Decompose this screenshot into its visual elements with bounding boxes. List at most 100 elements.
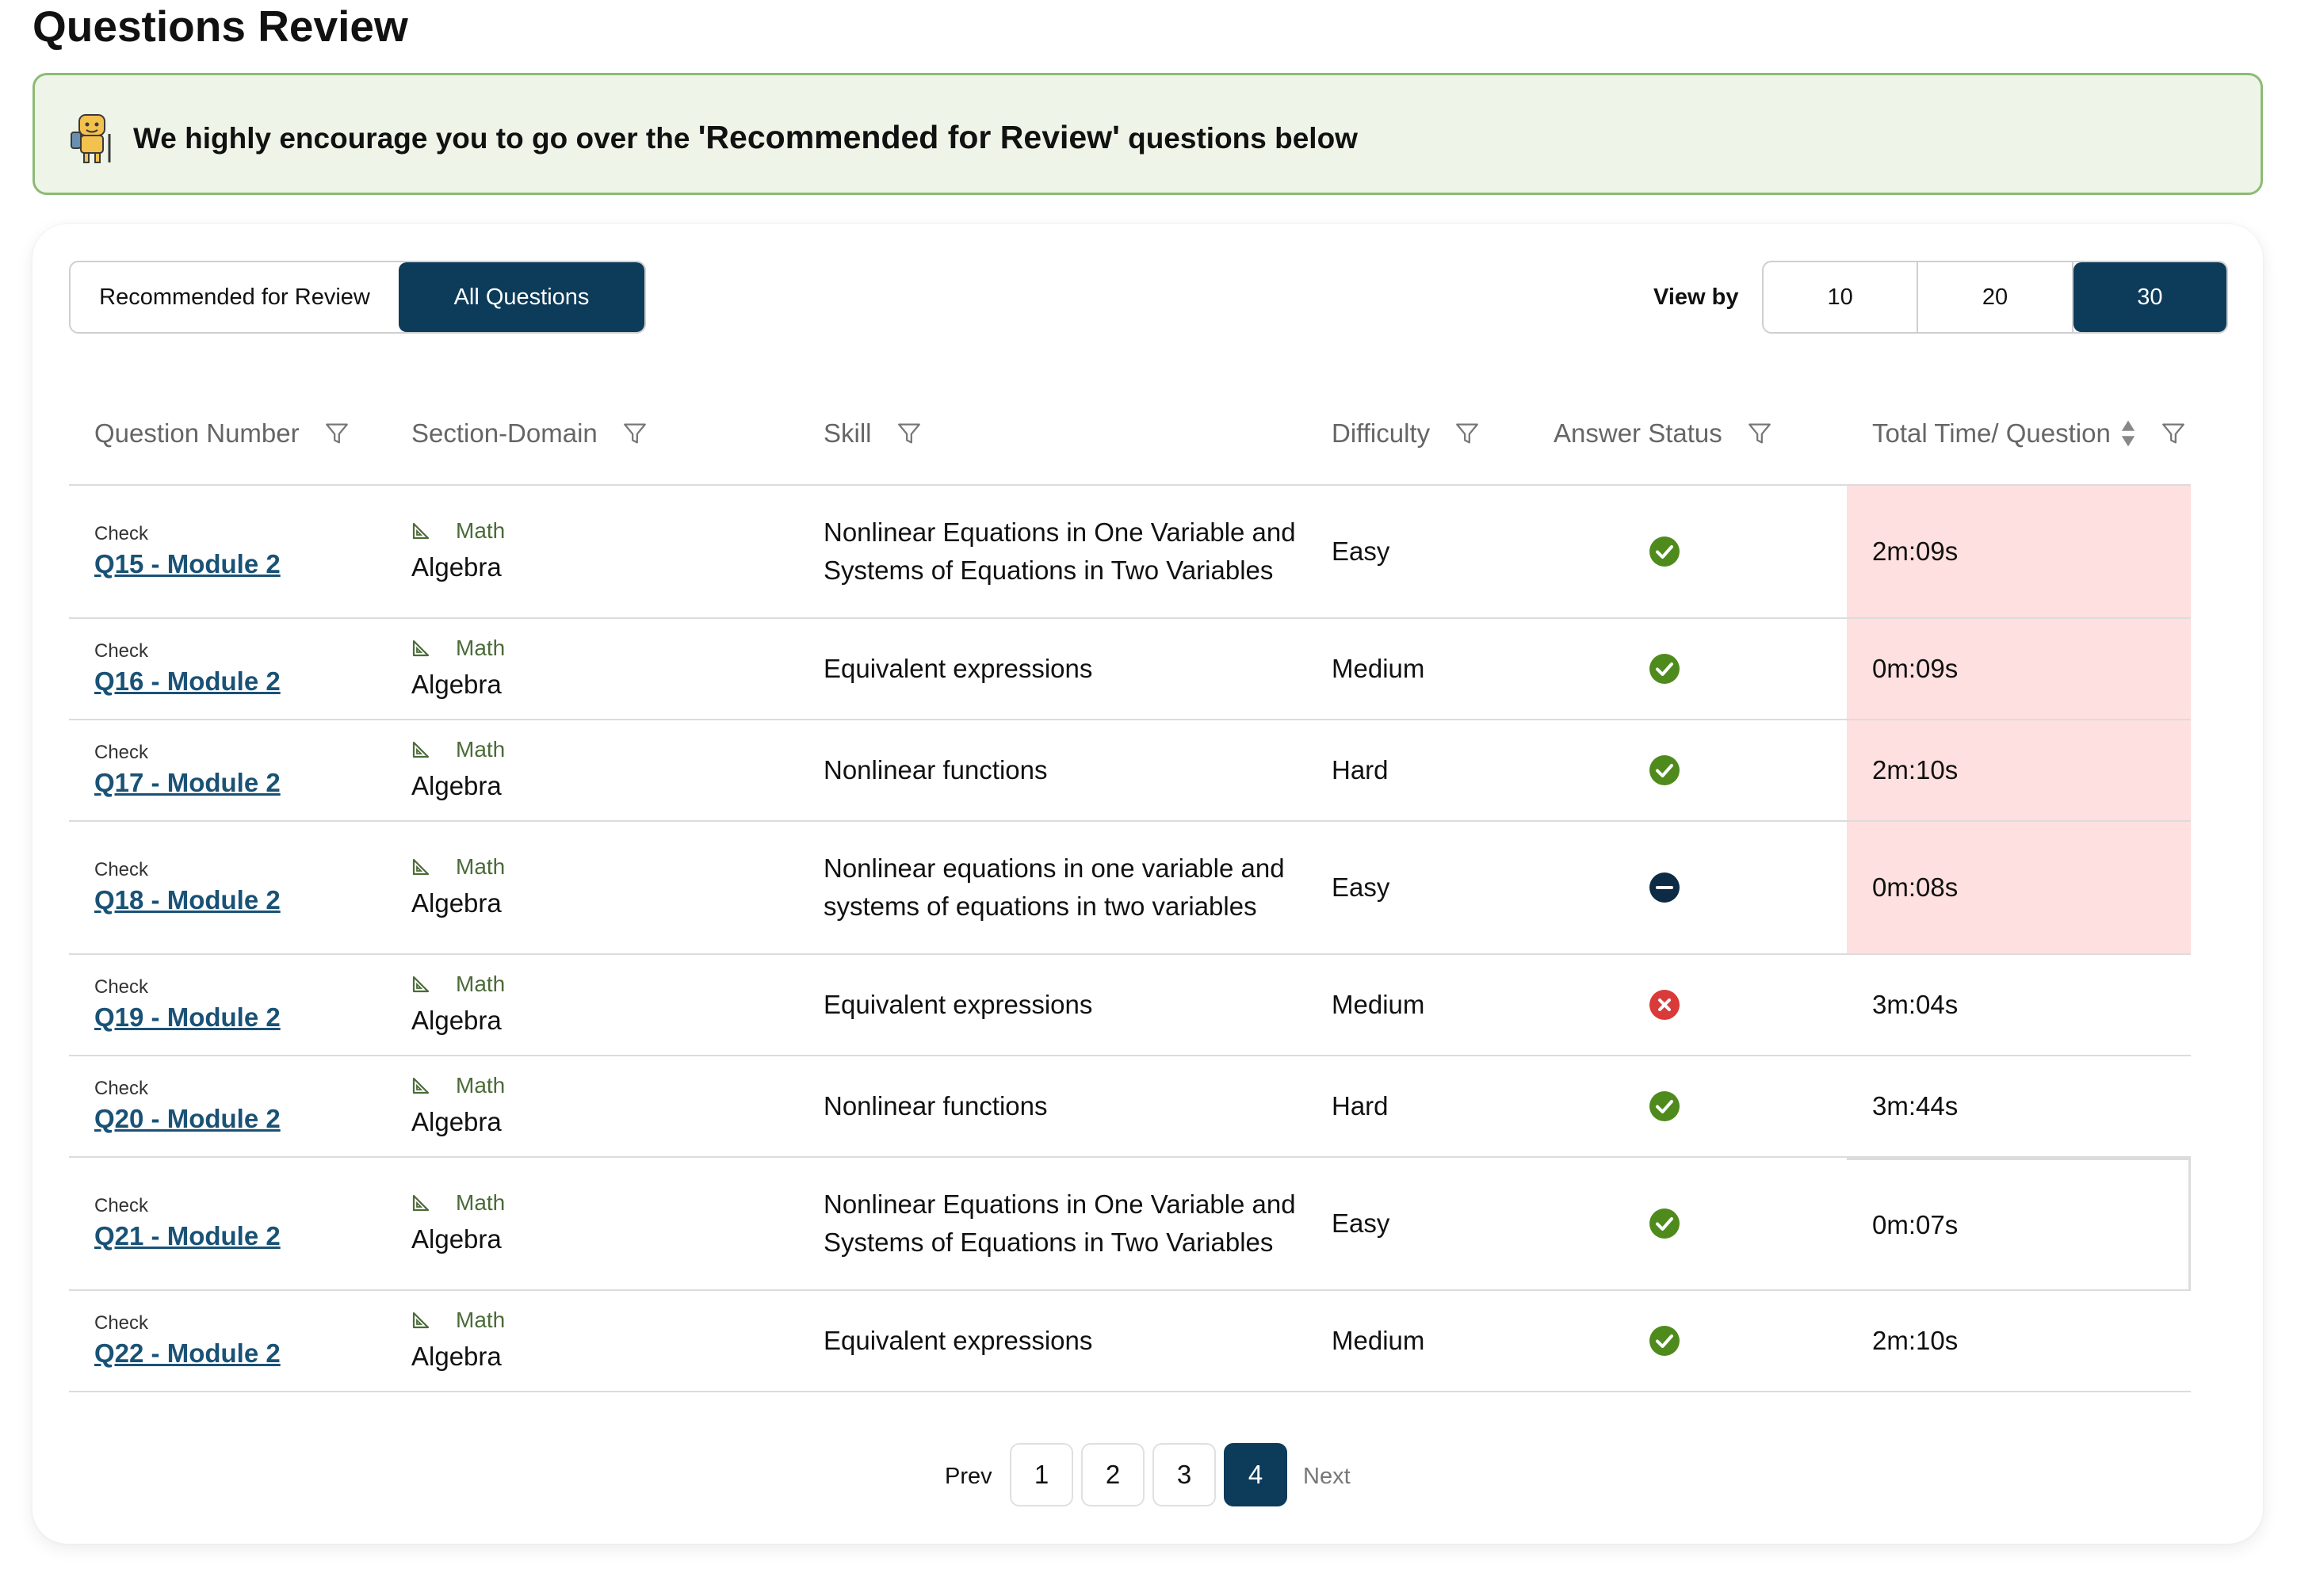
- tab-recommended-for-review[interactable]: Recommended for Review: [99, 284, 370, 310]
- ruler-icon: [411, 1193, 443, 1212]
- question-cell: Check Q16 - Module 2: [94, 619, 281, 719]
- question-link[interactable]: Q18 - Module 2: [94, 885, 281, 914]
- difficulty-cell: Hard: [1332, 755, 1389, 785]
- sort-icon[interactable]: [2120, 419, 2136, 448]
- banner-suffix: questions below: [1119, 122, 1358, 155]
- question-link[interactable]: Q17 - Module 2: [94, 768, 281, 797]
- time-cell: 0m:07s: [1847, 1158, 2191, 1289]
- question-link[interactable]: Q21 - Module 2: [94, 1221, 281, 1250]
- check-label: Check: [94, 976, 149, 998]
- ruler-icon: [411, 639, 443, 658]
- question-cell: Check Q21 - Module 2: [94, 1158, 281, 1289]
- page-button-1[interactable]: 1: [1010, 1443, 1073, 1506]
- difficulty-cell: Medium: [1332, 1326, 1425, 1355]
- view-by-label: View by: [1653, 284, 1739, 310]
- check-label: Check: [94, 1312, 149, 1334]
- header-label: Question Number: [94, 418, 300, 448]
- ruler-icon: [411, 857, 443, 876]
- correct-icon: [1649, 720, 1680, 820]
- section-domain-cell: Math Algebra: [411, 1291, 505, 1391]
- view-by-option-20[interactable]: 20: [1918, 262, 2073, 332]
- table-row: Check Q21 - Module 2 Math Algebra Nonlinear …: [69, 1158, 2191, 1291]
- difficulty-cell: Hard: [1332, 1091, 1389, 1121]
- filter-icon[interactable]: [323, 420, 350, 447]
- skill-cell: Equivalent expressions: [824, 1326, 1093, 1355]
- header-answer-status: Answer Status: [1554, 383, 1773, 484]
- check-label: Check: [94, 1078, 149, 1099]
- check-label: Check: [94, 859, 149, 880]
- question-cell: Check Q22 - Module 2: [94, 1291, 281, 1391]
- section-domain-cell: Math Algebra: [411, 619, 505, 719]
- ruler-icon: [411, 975, 443, 994]
- section-text: Math: [456, 1073, 506, 1098]
- time-cell: 2m:10s: [1872, 1326, 1959, 1355]
- section-label: Math: [411, 1070, 505, 1102]
- section-domain-cell: Math Algebra: [411, 955, 505, 1055]
- skill-cell: Equivalent expressions: [824, 990, 1093, 1019]
- next-page-button[interactable]: Next: [1303, 1464, 1351, 1489]
- domain-label: Algebra: [411, 1342, 502, 1371]
- domain-label: Algebra: [411, 888, 502, 918]
- filter-icon[interactable]: [621, 420, 648, 447]
- page-button-4[interactable]: 4: [1224, 1443, 1287, 1506]
- review-filter-toggle: Recommended for Review All Questions: [69, 261, 646, 334]
- recommendation-banner: We highly encourage you to go over the '…: [32, 73, 2263, 195]
- time-cell: 3m:04s: [1872, 990, 1959, 1019]
- check-label: Check: [94, 1195, 149, 1216]
- correct-icon: [1649, 1056, 1680, 1156]
- question-link[interactable]: Q15 - Module 2: [94, 549, 281, 578]
- filter-icon[interactable]: [1746, 420, 1773, 447]
- table-row: Check Q22 - Module 2 Math Algebra Equivalent…: [69, 1291, 2191, 1392]
- question-cell: Check Q15 - Module 2: [94, 486, 281, 617]
- table-row: Check Q19 - Module 2 Math Algebra Equivalent…: [69, 955, 2191, 1056]
- section-text: Math: [456, 518, 506, 543]
- time-cell: 0m:08s: [1847, 822, 2191, 953]
- ruler-icon: [411, 740, 443, 759]
- table-header: Question Number Section-Domain Skill Dif…: [69, 383, 2191, 486]
- banner-highlight: 'Recommended for Review': [698, 119, 1120, 155]
- header-label: Answer Status: [1554, 418, 1722, 448]
- header-label: Section-Domain: [411, 418, 598, 448]
- skill-cell: Nonlinear functions: [824, 755, 1048, 785]
- view-by-option-30[interactable]: 30: [2073, 262, 2226, 332]
- page-button-3[interactable]: 3: [1152, 1443, 1216, 1506]
- domain-label: Algebra: [411, 1006, 502, 1035]
- question-link[interactable]: Q19 - Module 2: [94, 1002, 281, 1032]
- header-total-time: Total Time/ Question: [1872, 383, 2187, 484]
- mascot-icon: [71, 114, 111, 163]
- view-by-option-10[interactable]: 10: [1764, 262, 1919, 332]
- domain-label: Algebra: [411, 552, 502, 582]
- section-label: Math: [411, 734, 505, 766]
- question-cell: Check Q18 - Module 2: [94, 822, 281, 953]
- time-cell: 3m:44s: [1872, 1091, 1959, 1121]
- section-text: Math: [456, 737, 506, 762]
- ruler-icon: [411, 1076, 443, 1095]
- section-text: Math: [456, 854, 506, 879]
- header-label: Total Time/ Question: [1872, 418, 2111, 448]
- section-text: Math: [456, 1190, 506, 1215]
- filter-icon[interactable]: [2160, 420, 2187, 447]
- table-row: Check Q18 - Module 2 Math Algebra Nonlinear …: [69, 822, 2191, 955]
- skill-cell: Nonlinear Equations in One Variable and …: [824, 1189, 1296, 1257]
- filter-icon[interactable]: [1454, 420, 1481, 447]
- header-label: Skill: [824, 418, 872, 448]
- check-label: Check: [94, 640, 149, 662]
- question-link[interactable]: Q22 - Module 2: [94, 1338, 281, 1368]
- section-label: Math: [411, 968, 505, 1000]
- question-link[interactable]: Q20 - Module 2: [94, 1104, 281, 1133]
- check-label: Check: [94, 523, 149, 544]
- header-label: Difficulty: [1332, 418, 1431, 448]
- questions-card: Recommended for Review All Questions Vie…: [32, 224, 2263, 1544]
- page-button-2[interactable]: 2: [1081, 1443, 1145, 1506]
- prev-page-button[interactable]: Prev: [945, 1464, 992, 1489]
- difficulty-cell: Medium: [1332, 990, 1425, 1019]
- skill-cell: Nonlinear equations in one variable and …: [824, 853, 1285, 921]
- view-by-selector: 10 20 30: [1762, 261, 2228, 334]
- skill-cell: Nonlinear functions: [824, 1091, 1048, 1121]
- domain-label: Algebra: [411, 1107, 502, 1136]
- question-link[interactable]: Q16 - Module 2: [94, 666, 281, 696]
- tab-all-questions[interactable]: All Questions: [399, 262, 644, 332]
- skill-cell: Nonlinear Equations in One Variable and …: [824, 517, 1296, 585]
- filter-icon[interactable]: [896, 420, 923, 447]
- banner-message: We highly encourage you to go over the '…: [133, 115, 1358, 159]
